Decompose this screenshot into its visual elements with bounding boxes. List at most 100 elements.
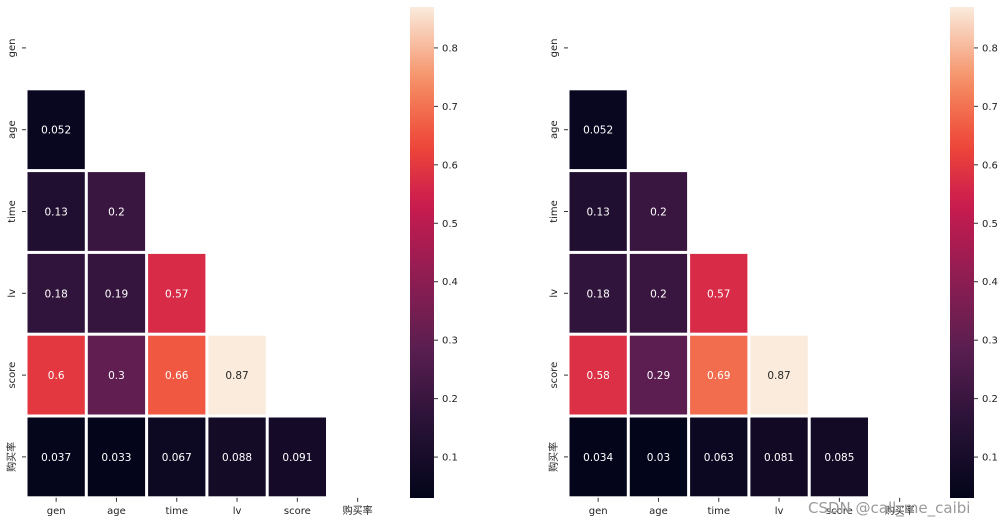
- cell-annotation: 0.29: [647, 370, 670, 382]
- heatmap-cell: [569, 335, 627, 415]
- heatmap-cell: [87, 172, 146, 251]
- cell-annotation: 0.66: [165, 370, 189, 382]
- heatmap-cell: [27, 335, 85, 415]
- heatmap-cell: [810, 417, 868, 497]
- cell-annotation: 0.2: [650, 207, 667, 219]
- colorbar-tick-label: 0.8: [442, 43, 458, 54]
- cell-annotation: 0.2: [108, 207, 125, 219]
- heatmap-cell: [208, 335, 266, 415]
- heatmap-cell: [27, 172, 85, 251]
- cell-annotation: 0.69: [707, 370, 730, 382]
- cell-annotation: 0.13: [586, 207, 609, 219]
- heatmap-cell: [569, 417, 627, 497]
- heatmap-cell: [750, 417, 808, 497]
- heatmap-cell: [27, 253, 85, 333]
- heatmap-panel-1: 0.052 0.13 0.2 0.18 0.19 0.57 0.6 0.3 0.66 0.87 0.…: [5, 7, 458, 517]
- heatmap-cell: [87, 335, 146, 415]
- colorbar: [410, 7, 434, 498]
- colorbar-tick-label: 0.2: [982, 394, 998, 405]
- colorbar-tick-label: 0.3: [442, 336, 458, 347]
- heatmap-cell: [27, 417, 85, 497]
- colorbar-tick-label: 0.4: [982, 277, 998, 288]
- y-tick-label: time: [7, 200, 18, 223]
- cell-annotation: 0.034: [583, 452, 613, 464]
- heatmap-cell: [27, 90, 85, 170]
- heatmap-cell: [629, 335, 688, 415]
- colorbar-tick-label: 0.7: [442, 102, 458, 113]
- colorbar: [950, 7, 974, 498]
- colorbar-tick-label: 0.7: [982, 102, 998, 113]
- y-tick-label: score: [7, 362, 18, 389]
- colorbar-tick-label: 0.1: [982, 453, 998, 464]
- heatmap-cell: [569, 90, 627, 170]
- colorbar-tick-label: 0.3: [982, 336, 998, 347]
- colorbar-tick-label: 0.5: [982, 219, 998, 230]
- heatmap-cell: [87, 253, 146, 333]
- cell-annotation: 0.87: [767, 370, 790, 382]
- cell-annotation: 0.57: [707, 288, 730, 300]
- cell-annotation: 0.57: [165, 288, 188, 300]
- x-tick-label: age: [649, 506, 668, 517]
- heatmap-cell: [750, 335, 808, 415]
- y-tick-label: lv: [7, 289, 18, 298]
- cell-annotation: 0.6: [48, 370, 65, 382]
- cell-annotation: 0.87: [225, 370, 248, 382]
- cell-annotation: 0.033: [101, 452, 131, 464]
- y-tick-label: time: [549, 200, 560, 223]
- x-tick-label: 购买率: [885, 504, 915, 517]
- cell-annotation: 0.052: [583, 125, 613, 137]
- y-tick-label: age: [7, 120, 18, 139]
- cell-annotation: 0.13: [44, 207, 67, 219]
- y-tick-label: age: [549, 120, 560, 139]
- x-tick-label: score: [284, 506, 311, 517]
- heatmap-cell: [690, 417, 748, 497]
- heatmap-cell: [148, 335, 206, 415]
- x-tick-label: lv: [775, 506, 784, 517]
- cell-annotation: 0.58: [586, 370, 609, 382]
- cell-annotation: 0.18: [586, 288, 609, 300]
- cell-annotation: 0.088: [222, 452, 252, 464]
- heatmap-cell: [87, 417, 146, 497]
- x-tick-label: age: [107, 506, 126, 517]
- x-tick-label: 购买率: [343, 504, 373, 517]
- colorbar-tick-label: 0.4: [442, 277, 458, 288]
- heatmap-panel-2: 0.052 0.13 0.2 0.18 0.2 0.57 0.58 0.29 0.69 0.87 0…: [547, 7, 998, 517]
- cell-annotation: 0.081: [764, 452, 794, 464]
- cell-annotation: 0.2: [650, 288, 667, 300]
- x-tick-label: time: [707, 506, 730, 517]
- cell-annotation: 0.18: [44, 288, 67, 300]
- y-tick-label: gen: [7, 38, 18, 57]
- colorbar-tick-label: 0.6: [982, 160, 998, 171]
- y-tick-label: 购买率: [5, 442, 18, 472]
- heatmap-cell: [629, 253, 688, 333]
- heatmap-cell: [690, 253, 748, 333]
- x-tick-label: time: [165, 506, 188, 517]
- heatmap-cell: [569, 253, 627, 333]
- cell-annotation: 0.085: [824, 452, 854, 464]
- x-tick-label: score: [826, 506, 853, 517]
- cell-annotation: 0.063: [704, 452, 734, 464]
- heatmap-cell: [268, 417, 326, 497]
- cell-annotation: 0.19: [105, 288, 128, 300]
- cell-annotation: 0.091: [282, 452, 312, 464]
- colorbar-tick-label: 0.1: [442, 453, 458, 464]
- colorbar-tick-label: 0.6: [442, 160, 458, 171]
- cell-annotation: 0.03: [647, 452, 670, 464]
- heatmap-cell: [690, 335, 748, 415]
- heatmap-cell: [569, 172, 627, 251]
- heatmap-cell: [148, 253, 206, 333]
- x-tick-label: gen: [47, 506, 66, 517]
- heatmap-cell: [629, 417, 688, 497]
- cell-annotation: 0.3: [108, 370, 125, 382]
- colorbar-tick-label: 0.8: [982, 43, 998, 54]
- y-tick-label: gen: [549, 38, 560, 57]
- heatmap-cell: [208, 417, 266, 497]
- heatmap-cell: [148, 417, 206, 497]
- y-tick-label: score: [549, 362, 560, 389]
- x-tick-label: gen: [589, 506, 608, 517]
- y-tick-label: 购买率: [547, 442, 560, 472]
- colorbar-tick-label: 0.2: [442, 394, 458, 405]
- watermark: CSDN @call_me_caibi: [808, 499, 971, 517]
- x-tick-label: lv: [233, 506, 242, 517]
